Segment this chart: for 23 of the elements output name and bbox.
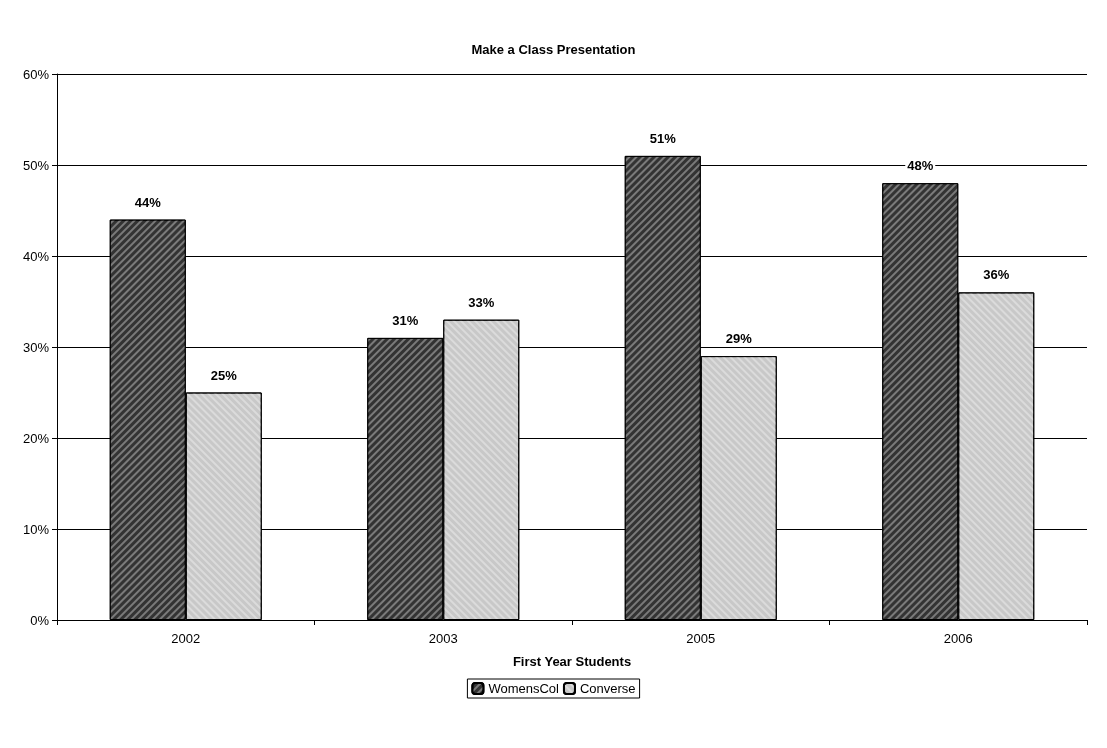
data-label: 44%	[134, 194, 162, 210]
y-tick-label: 10%	[22, 521, 50, 537]
data-label: 29%	[725, 331, 753, 347]
data-label: 51%	[649, 130, 677, 146]
y-tick-label: 50%	[22, 157, 50, 173]
data-label: 48%	[907, 158, 934, 174]
data-label: 33%	[468, 294, 495, 310]
legend-label: Converse	[579, 681, 636, 696]
x-tick-label: 2002	[171, 631, 201, 646]
x-axis-title: First Year Students	[512, 654, 632, 669]
y-tick-label: 20%	[22, 430, 50, 446]
data-label: 36%	[983, 267, 1010, 283]
chart-title: Make a Class Presentation	[471, 42, 636, 57]
y-tick-label: 30%	[22, 339, 50, 355]
y-tick-label: 40%	[22, 248, 50, 264]
legend-label: WomensCol	[488, 681, 560, 696]
x-tick-label: 2005	[686, 631, 716, 646]
y-tick-label: 60%	[22, 66, 50, 82]
data-label: 31%	[392, 312, 419, 328]
x-tick-label: 2003	[428, 631, 458, 646]
x-tick-label: 2006	[943, 631, 973, 646]
data-label: 25%	[210, 367, 238, 383]
y-tick-label: 0%	[30, 612, 50, 628]
